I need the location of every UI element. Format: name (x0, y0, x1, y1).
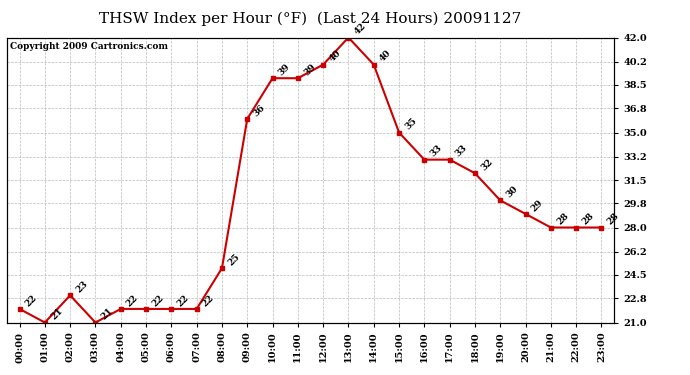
Text: 30: 30 (504, 184, 520, 200)
Text: 40: 40 (378, 49, 393, 64)
Text: 23: 23 (75, 279, 90, 295)
Text: 40: 40 (327, 49, 342, 64)
Text: 25: 25 (226, 252, 242, 267)
Text: Copyright 2009 Cartronics.com: Copyright 2009 Cartronics.com (10, 42, 168, 51)
Text: 22: 22 (23, 293, 39, 308)
Text: 28: 28 (555, 211, 571, 227)
Text: 21: 21 (49, 306, 64, 322)
Text: 35: 35 (403, 116, 419, 132)
Text: 28: 28 (580, 211, 595, 227)
Text: 29: 29 (530, 198, 545, 213)
Text: 39: 39 (277, 62, 292, 77)
Text: 33: 33 (428, 144, 444, 159)
Text: 22: 22 (150, 293, 166, 308)
Text: 42: 42 (353, 21, 368, 37)
Text: 22: 22 (201, 293, 216, 308)
Text: THSW Index per Hour (°F)  (Last 24 Hours) 20091127: THSW Index per Hour (°F) (Last 24 Hours)… (99, 11, 522, 26)
Text: 39: 39 (302, 62, 317, 77)
Text: 28: 28 (606, 211, 621, 227)
Text: 33: 33 (454, 144, 469, 159)
Text: 21: 21 (99, 306, 115, 322)
Text: 32: 32 (479, 157, 495, 172)
Text: 22: 22 (175, 293, 190, 308)
Text: 22: 22 (125, 293, 140, 308)
Text: 36: 36 (251, 103, 267, 118)
